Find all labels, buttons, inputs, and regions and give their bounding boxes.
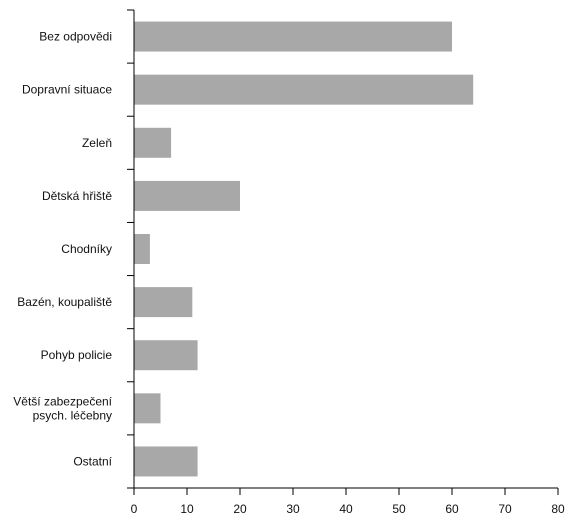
category-label-line: psych. léčebny	[33, 408, 112, 422]
category-label-line: Větší zabezpečení	[13, 394, 112, 408]
category-label-line: Chodníky	[61, 242, 112, 256]
category-label: Zeleň	[82, 136, 112, 150]
category-label-line: Dětská hřiště	[42, 189, 112, 203]
category-label-line: Bez odpovědi	[39, 30, 112, 44]
category-label: Ostatní	[73, 454, 112, 468]
bar	[134, 180, 240, 211]
category-label: Bazén, koupaliště	[17, 295, 112, 309]
x-tick-label: 0	[131, 502, 138, 516]
bar	[134, 21, 452, 52]
y-axis: Bez odpovědi Dopravní situace Zeleň Dětská …	[13, 9, 135, 489]
bar	[134, 127, 172, 158]
x-tick-label: 10	[180, 502, 194, 516]
category-label: Dopravní situace	[22, 83, 112, 97]
x-tick-label: 60	[445, 502, 459, 516]
category-label-line: Zeleň	[82, 136, 112, 150]
bar	[134, 74, 474, 105]
x-axis: 0 10 20 30 40 50 60 70 80	[131, 487, 565, 516]
category-label: Bez odpovědi	[39, 30, 112, 44]
category-label: Větší zabezpečení psych. léčebny	[13, 394, 112, 422]
x-tick-label: 80	[551, 502, 565, 516]
x-tick-label: 30	[286, 502, 300, 516]
bar	[134, 234, 150, 264]
bar	[134, 393, 161, 424]
category-label-line: Pohyb policie	[41, 348, 113, 362]
bar	[134, 446, 198, 477]
category-label: Dětská hřiště	[42, 189, 112, 203]
category-label: Pohyb policie	[41, 348, 113, 362]
x-tick-label: 50	[392, 502, 406, 516]
bars-group	[134, 21, 474, 477]
category-label: Chodníky	[61, 242, 112, 256]
bar	[134, 340, 198, 371]
x-tick-label: 20	[233, 502, 247, 516]
category-label-line: Bazén, koupaliště	[17, 295, 112, 309]
x-tick-label: 40	[339, 502, 353, 516]
x-tick-label: 70	[498, 502, 512, 516]
bar	[134, 287, 193, 318]
category-label-line: Dopravní situace	[22, 83, 112, 97]
category-label-line: Ostatní	[73, 454, 112, 468]
